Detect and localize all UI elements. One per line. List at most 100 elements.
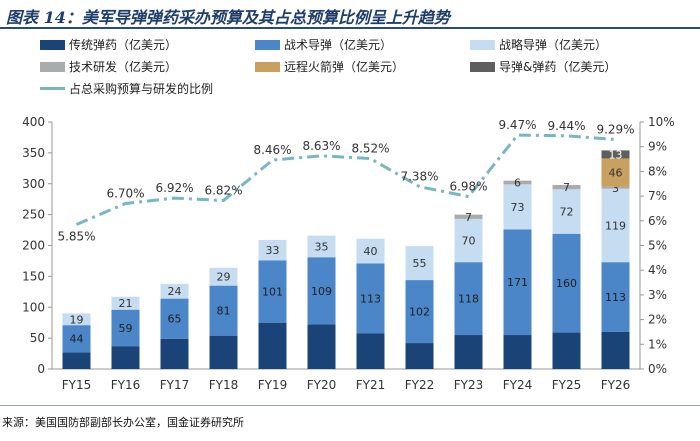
legend-item-strategic: 传统弹药（亿美元） bbox=[40, 36, 177, 53]
bar-strategic_guided-FY20 bbox=[307, 235, 336, 258]
y-right-tick-label: 6% bbox=[648, 214, 667, 228]
bar-label-strategic-FY19: 75 bbox=[266, 340, 280, 353]
bar-tactical-FY22 bbox=[405, 280, 434, 344]
bar-label-strategic-FY18: 54 bbox=[217, 346, 231, 359]
bar-label-tactical-FY24: 171 bbox=[507, 276, 528, 289]
legend-label-tactical: 战术导弹（亿美元） bbox=[284, 38, 393, 52]
x-tick-label: FY17 bbox=[160, 378, 190, 392]
bar-label-strategic_guided-FY21: 40 bbox=[364, 245, 378, 258]
bar-strategic-FY18 bbox=[209, 335, 238, 369]
x-tick-label: FY18 bbox=[209, 378, 239, 392]
bar-label-strategic_guided-FY23: 70 bbox=[462, 235, 476, 248]
bar-tactical-FY15 bbox=[62, 325, 91, 353]
y-left-tick-label: 0 bbox=[37, 362, 45, 376]
bar-label-strategic-FY23: 55 bbox=[462, 346, 476, 359]
bar-strategic-FY16 bbox=[111, 346, 140, 369]
bar-label-tech-FY25: 7 bbox=[563, 181, 570, 194]
y-right-tick-label: 2% bbox=[648, 313, 667, 327]
bar-label-tactical-FY16: 59 bbox=[119, 322, 133, 335]
bar-label-tactical-FY18: 81 bbox=[217, 305, 231, 318]
y-right-tick-label: 9% bbox=[648, 140, 667, 154]
legend-item-tech: 技术研发（亿美元） bbox=[40, 58, 177, 75]
legend-item-strategic-guided: 战略导弹（亿美元） bbox=[470, 36, 607, 53]
ratio-point-label: 8.63% bbox=[302, 139, 340, 153]
bar-label-strategic-FY17: 49 bbox=[168, 348, 182, 361]
bar-label-hypersonic-FY26: 46 bbox=[609, 167, 623, 180]
legend-label-strategic-guided: 战略导弹（亿美元） bbox=[499, 38, 608, 52]
legend-swatch-guided-ammo bbox=[470, 61, 495, 72]
y-left-tick-label: 350 bbox=[22, 146, 45, 160]
bar-tech-FY25 bbox=[552, 184, 581, 190]
bar-tech-FY24 bbox=[503, 180, 532, 185]
bar-label-tactical-FY21: 113 bbox=[360, 292, 381, 305]
legend-label-tech: 技术研发（亿美元） bbox=[69, 60, 178, 74]
bar-label-tactical-FY22: 102 bbox=[409, 306, 430, 319]
y-left-tick-label: 50 bbox=[30, 331, 45, 345]
ratio-point-label: 6.82% bbox=[204, 184, 242, 198]
y-right-tick-label: 10% bbox=[648, 115, 675, 129]
bar-label-strategic-FY24: 55 bbox=[511, 346, 525, 359]
x-tick-label: FY21 bbox=[356, 378, 386, 392]
bar-strategic_guided-FY26 bbox=[601, 188, 630, 263]
x-tick-label: FY19 bbox=[258, 378, 288, 392]
legend-swatch-strategic bbox=[40, 39, 65, 50]
ratio-point-label: 6.70% bbox=[106, 187, 144, 201]
legend-label-hypersonic: 远程火箭弹（亿美元） bbox=[284, 60, 405, 74]
y-left-tick-label: 300 bbox=[22, 177, 45, 191]
y-left-tick-label: 250 bbox=[22, 208, 45, 222]
ratio-point-label: 6.92% bbox=[155, 181, 193, 195]
legend-label-ratio: 占总采购预算与研发的比例 bbox=[69, 82, 214, 96]
ratio-point-label: 9.47% bbox=[498, 118, 536, 132]
bar-tactical-FY17 bbox=[160, 298, 189, 339]
bar-strategic_guided-FY21 bbox=[356, 238, 385, 264]
bar-strategic_guided-FY16 bbox=[111, 296, 140, 310]
figure-title: 图表 14：美军导弹弹药采办预算及其占总预算比例呈上升趋势 bbox=[6, 8, 450, 27]
chart-legend: 传统弹药（亿美元） 战术导弹（亿美元） 战略导弹（亿美元） 技术研发（亿美元） … bbox=[0, 0, 700, 110]
bar-label-tactical-FY15: 44 bbox=[70, 333, 84, 346]
bar-label-tactical-FY20: 109 bbox=[311, 285, 332, 298]
ratio-point-label: 8.52% bbox=[351, 142, 389, 156]
bar-label-tactical-FY23: 118 bbox=[458, 293, 479, 306]
bar-label-strategic_guided-FY24: 73 bbox=[511, 201, 525, 214]
bar-tactical-FY19 bbox=[258, 260, 287, 323]
bar-strategic-FY24 bbox=[503, 335, 532, 369]
bar-label-tech-FY23: 7 bbox=[465, 211, 472, 224]
bar-tactical-FY18 bbox=[209, 285, 238, 336]
bar-strategic_guided-FY18 bbox=[209, 267, 238, 286]
legend-label-strategic: 传统弹药（亿美元） bbox=[69, 38, 178, 52]
bar-label-strategic_guided-FY16: 21 bbox=[119, 297, 133, 310]
bar-label-strategic-FY16: 37 bbox=[119, 352, 133, 365]
bar-label-tactical-FY26: 113 bbox=[605, 291, 626, 304]
ratio-point-label: 9.29% bbox=[596, 123, 634, 137]
x-tick-label: FY20 bbox=[307, 378, 337, 392]
bar-tech-FY26 bbox=[601, 186, 630, 189]
title-rule bbox=[0, 27, 700, 29]
bar-guided_ammo-FY26 bbox=[601, 150, 630, 159]
bar-strategic_guided-FY19 bbox=[258, 239, 287, 261]
bar-strategic-FY25 bbox=[552, 332, 581, 369]
legend-item-tactical: 战术导弹（亿美元） bbox=[255, 36, 392, 53]
legend-line-ratio bbox=[40, 87, 65, 90]
y-right-tick-label: 4% bbox=[648, 263, 667, 277]
legend-item-ratio-line: 占总采购预算与研发的比例 bbox=[40, 80, 213, 97]
bar-label-strategic-FY22: 42 bbox=[413, 350, 427, 363]
y-left-tick-label: 200 bbox=[22, 239, 45, 253]
ratio-line bbox=[75, 133, 616, 226]
ratio-point-label: 8.46% bbox=[253, 143, 291, 157]
legend-item-guided-ammo: 导弹&弹药（亿美元） bbox=[470, 58, 616, 75]
legend-swatch-tactical bbox=[255, 39, 280, 50]
bar-tactical-FY20 bbox=[307, 257, 336, 325]
bar-label-strategic_guided-FY20: 35 bbox=[315, 240, 329, 253]
bar-tactical-FY24 bbox=[503, 229, 532, 336]
bar-label-tech-FY24: 6 bbox=[514, 177, 521, 190]
bar-tactical-FY21 bbox=[356, 263, 385, 334]
legend-swatch-hypersonic bbox=[255, 61, 280, 72]
y-left-tick-label: 150 bbox=[22, 269, 45, 283]
bar-tactical-FY23 bbox=[454, 262, 483, 336]
bar-strategic-FY20 bbox=[307, 324, 336, 369]
bar-label-strategic-FY25: 59 bbox=[560, 345, 574, 358]
x-tick-label: FY25 bbox=[552, 378, 582, 392]
bar-label-tech-FY26: 3 bbox=[612, 182, 619, 195]
legend-item-hypersonic: 远程火箭弹（亿美元） bbox=[255, 58, 404, 75]
